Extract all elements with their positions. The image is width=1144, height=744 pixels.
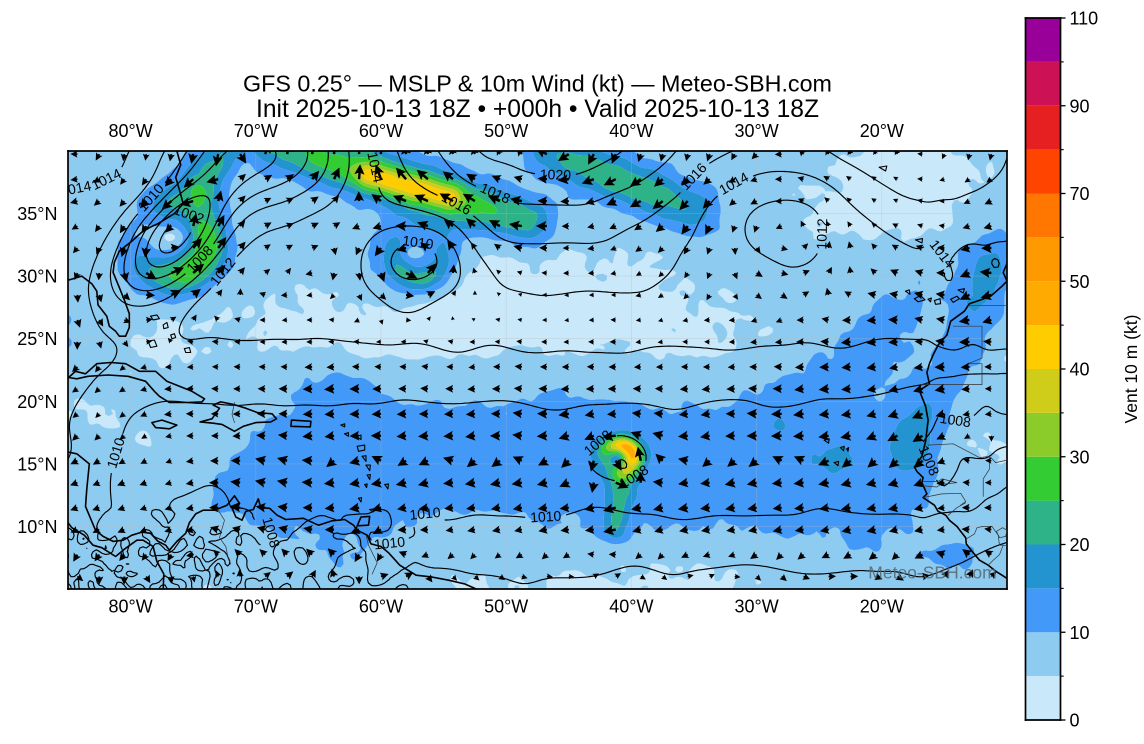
svg-text:70: 70 <box>1070 184 1090 204</box>
svg-text:70°W: 70°W <box>234 597 278 617</box>
svg-text:20°W: 20°W <box>860 121 904 141</box>
svg-text:1012: 1012 <box>813 218 830 250</box>
svg-text:50°W: 50°W <box>484 121 528 141</box>
svg-text:Init 2025-10-13 18Z • +000h •: Init 2025-10-13 18Z • +000h • Valid 2025… <box>256 96 819 123</box>
svg-text:0: 0 <box>1070 711 1080 731</box>
svg-text:60°W: 60°W <box>359 121 403 141</box>
svg-text:10°N: 10°N <box>17 517 57 537</box>
svg-text:60°W: 60°W <box>359 597 403 617</box>
svg-text:50: 50 <box>1070 272 1090 292</box>
svg-text:1010: 1010 <box>530 508 562 526</box>
svg-text:30°W: 30°W <box>734 121 778 141</box>
svg-text:30°W: 30°W <box>734 597 778 617</box>
svg-text:1010: 1010 <box>373 533 406 552</box>
svg-text:GFS 0.25° — MSLP & 10m Wind (k: GFS 0.25° — MSLP & 10m Wind (kt) — Meteo… <box>243 71 832 97</box>
svg-text:30: 30 <box>1070 447 1090 467</box>
svg-text:20°N: 20°N <box>17 392 57 412</box>
svg-text:15°N: 15°N <box>17 454 57 474</box>
svg-text:70°W: 70°W <box>234 121 278 141</box>
svg-text:10: 10 <box>1070 623 1090 643</box>
svg-text:20: 20 <box>1070 535 1090 555</box>
svg-text:35°N: 35°N <box>17 204 57 224</box>
svg-text:25°N: 25°N <box>17 329 57 349</box>
svg-text:20°W: 20°W <box>860 597 904 617</box>
svg-text:50°W: 50°W <box>484 597 528 617</box>
svg-text:1014: 1014 <box>59 177 93 199</box>
svg-text:110: 110 <box>1070 9 1099 29</box>
svg-text:Vent 10 m (kt): Vent 10 m (kt) <box>1121 315 1141 424</box>
svg-text:40°W: 40°W <box>609 597 653 617</box>
svg-text:40°W: 40°W <box>609 121 653 141</box>
svg-text:90: 90 <box>1070 96 1090 116</box>
svg-text:80°W: 80°W <box>108 597 152 617</box>
svg-text:40: 40 <box>1070 360 1090 380</box>
svg-text:80°W: 80°W <box>108 121 152 141</box>
svg-text:Meteo-SBH.com: Meteo-SBH.com <box>868 562 996 582</box>
svg-text:1010: 1010 <box>409 504 442 523</box>
svg-text:30°N: 30°N <box>17 267 57 287</box>
